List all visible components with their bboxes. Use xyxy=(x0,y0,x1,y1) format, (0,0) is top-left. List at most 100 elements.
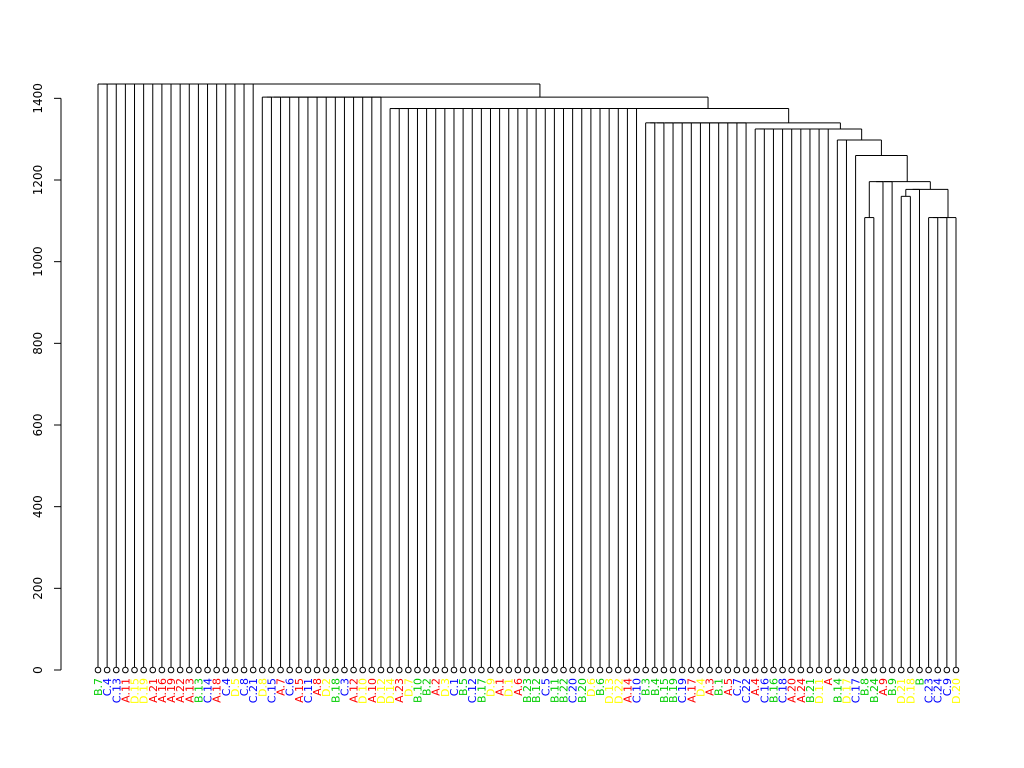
leaf-point xyxy=(94,666,102,674)
leaf-point xyxy=(277,666,284,674)
leaf-label: C.16 xyxy=(758,678,771,703)
leaf-label: B.22 xyxy=(558,678,571,703)
leaf-point xyxy=(788,666,796,674)
leaf-label: D.7 xyxy=(402,678,415,697)
leaf-label: B.5 xyxy=(457,678,470,696)
leaf-label: B.15 xyxy=(658,678,671,703)
leaf-point xyxy=(268,666,275,674)
leaf-point xyxy=(569,666,576,674)
leaf-point xyxy=(185,666,193,674)
leaf-point xyxy=(496,666,503,674)
leaf-point xyxy=(468,666,476,674)
leaf-label: D.18 xyxy=(904,678,917,704)
leaf-point xyxy=(870,666,878,674)
leaf-point xyxy=(195,666,202,674)
leaf-label: C.1 xyxy=(448,678,461,696)
leaf-point xyxy=(560,666,567,674)
leaf-point xyxy=(368,666,376,674)
leaf-label: C.17 xyxy=(850,678,863,703)
leaf-point xyxy=(176,666,184,674)
leaf-label: D.3 xyxy=(439,678,452,697)
leaf-point xyxy=(925,666,932,674)
leaf-label: C.4 xyxy=(101,678,114,696)
leaf-point xyxy=(395,666,403,674)
leaf-point xyxy=(633,666,640,674)
leaf-label: B.10 xyxy=(411,678,424,703)
leaf-point xyxy=(295,666,303,674)
leaf-point xyxy=(934,666,942,674)
leaf-label: A.2 xyxy=(430,678,443,696)
leaf-point xyxy=(487,666,494,674)
y-tick-label: 800 xyxy=(31,332,45,355)
leaf-point xyxy=(112,666,120,674)
leaf-label: A.11 xyxy=(119,678,132,703)
leaf-point xyxy=(779,666,786,674)
leaf-point xyxy=(341,666,348,674)
leaf-label: D.21 xyxy=(895,678,908,704)
leaf-label: C.5 xyxy=(539,678,552,696)
leaf-point xyxy=(222,666,230,674)
leaf-point xyxy=(450,666,458,674)
leaf-label: C.8 xyxy=(238,678,251,696)
leaf-label: A.15 xyxy=(293,678,306,703)
leaf-point xyxy=(806,666,814,674)
leaf-point xyxy=(122,666,129,674)
leaf-label: C.11 xyxy=(302,678,315,703)
leaf-label: A.9 xyxy=(877,678,890,696)
leaf-label: C.14 xyxy=(202,678,215,703)
leaf-point xyxy=(167,666,175,674)
leaf-point xyxy=(304,666,312,674)
leaf-label: D.17 xyxy=(840,678,853,704)
leaf-label: D.2 xyxy=(320,678,333,697)
leaf-point xyxy=(697,666,704,674)
leaf-point xyxy=(523,666,531,674)
leaf-label: C.15 xyxy=(265,678,278,703)
leaf-point xyxy=(751,666,759,674)
leaf-point xyxy=(642,666,649,674)
leaf-point xyxy=(441,666,449,674)
leaf-point xyxy=(761,666,768,674)
leaf-point xyxy=(706,666,713,674)
leaf-label: B.17 xyxy=(475,678,488,703)
leaf-point xyxy=(249,666,257,674)
leaf-point xyxy=(715,666,722,674)
y-tick-label: 200 xyxy=(31,577,45,600)
leaf-label: A.16 xyxy=(156,678,169,703)
leaf-point xyxy=(605,666,613,674)
leaf-label: B.8 xyxy=(859,678,872,696)
leaf-point xyxy=(624,666,631,674)
leaf-points xyxy=(94,666,960,674)
leaf-label: C.21 xyxy=(247,678,260,703)
leaf-label: C.12 xyxy=(466,678,479,703)
leaf-label: C.10 xyxy=(631,678,644,703)
leaf-point xyxy=(140,666,147,674)
leaf-point xyxy=(596,666,604,674)
leaf-point xyxy=(149,666,157,674)
leaf-label: B.19 xyxy=(667,678,680,703)
leaf-point xyxy=(258,666,266,674)
leaf-label: D.22 xyxy=(612,678,625,704)
leaf-point xyxy=(514,666,522,674)
leaf-label: A.14 xyxy=(621,678,634,703)
leaf-point xyxy=(505,666,513,674)
leaf-label: D.13 xyxy=(603,678,616,704)
dendrogram-branches xyxy=(97,83,957,670)
leaf-label: B.7 xyxy=(92,678,105,696)
leaf-label: D.8 xyxy=(256,678,269,697)
leaf-point xyxy=(532,666,540,674)
leaf-label: A.24 xyxy=(795,678,808,703)
leaf-point xyxy=(660,666,668,674)
leaf-label: B.18 xyxy=(329,678,342,703)
leaf-label: D.1 xyxy=(503,678,516,697)
leaf-point xyxy=(651,666,659,674)
leaf-label: D.11 xyxy=(813,678,826,704)
leaf-point xyxy=(678,666,686,674)
leaf-label: B.20 xyxy=(576,678,589,703)
leaf-label: C.6 xyxy=(284,678,297,696)
leaf-label: A.6 xyxy=(512,678,525,696)
leaf-point xyxy=(815,666,823,674)
leaf-point xyxy=(733,666,741,674)
leaf-point xyxy=(541,666,549,674)
leaf-label: B.16 xyxy=(767,678,780,703)
leaf-label: A.13 xyxy=(183,678,196,703)
